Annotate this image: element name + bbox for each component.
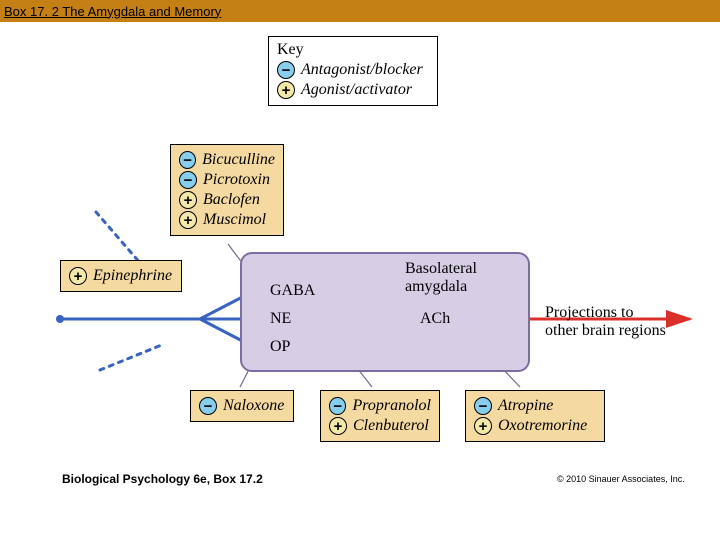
naloxone-box: −Naloxone [190, 390, 294, 422]
gaba-row: −Bicuculline [179, 151, 275, 169]
ne-row: −Propranolol [329, 397, 431, 415]
amygdala-label-1: Basolateral [405, 260, 477, 278]
gaba-label: Picrotoxin [203, 171, 270, 189]
plus-icon: + [329, 417, 347, 435]
legend-label: Antagonist/blocker [301, 61, 423, 79]
receptor-ne-label: NE [270, 310, 291, 328]
gaba-row: −Picrotoxin [179, 171, 275, 189]
minus-icon: − [474, 397, 492, 415]
receptor-ach-label: ACh [420, 310, 450, 328]
page-title: Box 17. 2 The Amygdala and Memory [0, 4, 221, 19]
projections-label-1: Projections to [545, 304, 633, 322]
plus-icon: + [474, 417, 492, 435]
minus-icon: − [277, 61, 295, 79]
minus-icon: − [179, 151, 196, 169]
epinephrine-box: + Epinephrine [60, 260, 182, 292]
amygdala-label-2: amygdala [405, 278, 467, 296]
ach-row: + Oxotremorine [474, 417, 596, 435]
plus-icon: + [69, 267, 87, 285]
minus-icon: − [179, 171, 197, 189]
footer-copyright: © 2010 Sinauer Associates, Inc. [557, 474, 685, 484]
legend-row: −Antagonist/blocker [277, 61, 429, 79]
epi-label: Epinephrine [93, 267, 172, 285]
footer-citation: Biological Psychology 6e, Box 17.2 [62, 472, 263, 486]
legend-row: + Agonist/activator [277, 81, 429, 99]
gaba-label: Bicuculline [202, 151, 275, 169]
diagram-stage: Key −Antagonist/blocker+Agonist/activato… [0, 22, 720, 540]
legend-title: Key [277, 41, 429, 59]
nalox-row: −Naloxone [199, 397, 285, 415]
ne-label: Clenbuterol [353, 417, 429, 435]
epi-row: + Epinephrine [69, 267, 173, 285]
legend-key-box: Key −Antagonist/blocker + Agonist/activato… [268, 36, 438, 106]
ne-row: + Clenbuterol [329, 417, 431, 435]
nalox-label: Naloxone [223, 397, 284, 415]
plus-icon: + [179, 191, 197, 209]
ne-drug-box: −Propranolol + Clenbuterol [320, 390, 440, 442]
gaba-row: + Muscimol [179, 211, 275, 229]
plus-icon: + [179, 211, 197, 229]
minus-icon: − [329, 397, 346, 415]
ne-label: Propranolol [352, 397, 431, 415]
ach-row: −Atropine [474, 397, 596, 415]
legend-label: Agonist/activator [301, 81, 412, 99]
gaba-drug-box: −Bicuculline−Picrotoxin+Baclofen+Muscimo… [170, 144, 284, 236]
ach-label: Oxotremorine [498, 417, 587, 435]
gaba-label: Muscimol [203, 211, 266, 229]
receptor-op-label: OP [270, 338, 290, 356]
receptor-gaba-label: GABA [270, 282, 315, 300]
minus-icon: − [199, 397, 217, 415]
ach-drug-box: −Atropine + Oxotremorine [465, 390, 605, 442]
title-bar: Box 17. 2 The Amygdala and Memory [0, 0, 720, 22]
gaba-label: Baclofen [203, 191, 260, 209]
projections-label-2: other brain regions [545, 322, 666, 340]
ach-label: Atropine [498, 397, 553, 415]
gaba-row: + Baclofen [179, 191, 275, 209]
plus-icon: + [277, 81, 295, 99]
